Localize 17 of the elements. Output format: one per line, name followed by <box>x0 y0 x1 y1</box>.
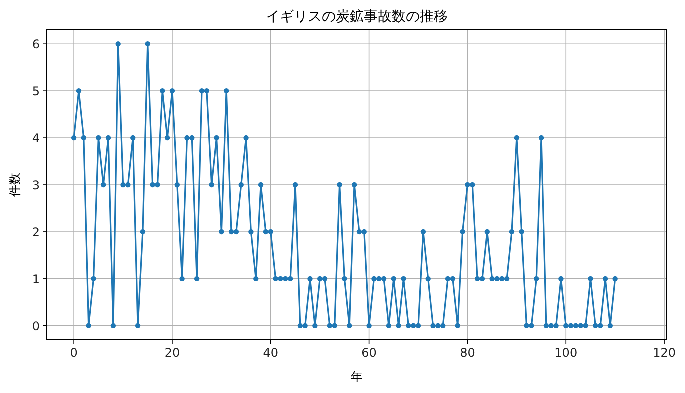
y-tick-label: 5 <box>32 84 40 99</box>
y-tick-label: 0 <box>32 319 40 334</box>
y-axis-title: 件数 <box>8 173 22 197</box>
x-tick-label: 120 <box>653 346 676 360</box>
x-axis-title: 年 <box>351 370 363 384</box>
y-tick-label: 3 <box>32 178 40 192</box>
x-tick-label: 60 <box>362 346 377 360</box>
x-tick-label: 80 <box>460 346 476 360</box>
x-tick-label: 0 <box>70 346 78 360</box>
x-tick-label: 40 <box>263 346 279 360</box>
x-tick-label: 20 <box>164 346 180 360</box>
y-tick-label: 4 <box>32 132 40 146</box>
y-tick-label: 2 <box>32 225 40 240</box>
y-tick-label: 6 <box>32 38 40 52</box>
y-tick-label: 1 <box>32 272 40 286</box>
x-tick-label: 100 <box>554 346 578 360</box>
chart-title: イギリスの炭鉱事故数の推移 <box>266 9 448 25</box>
